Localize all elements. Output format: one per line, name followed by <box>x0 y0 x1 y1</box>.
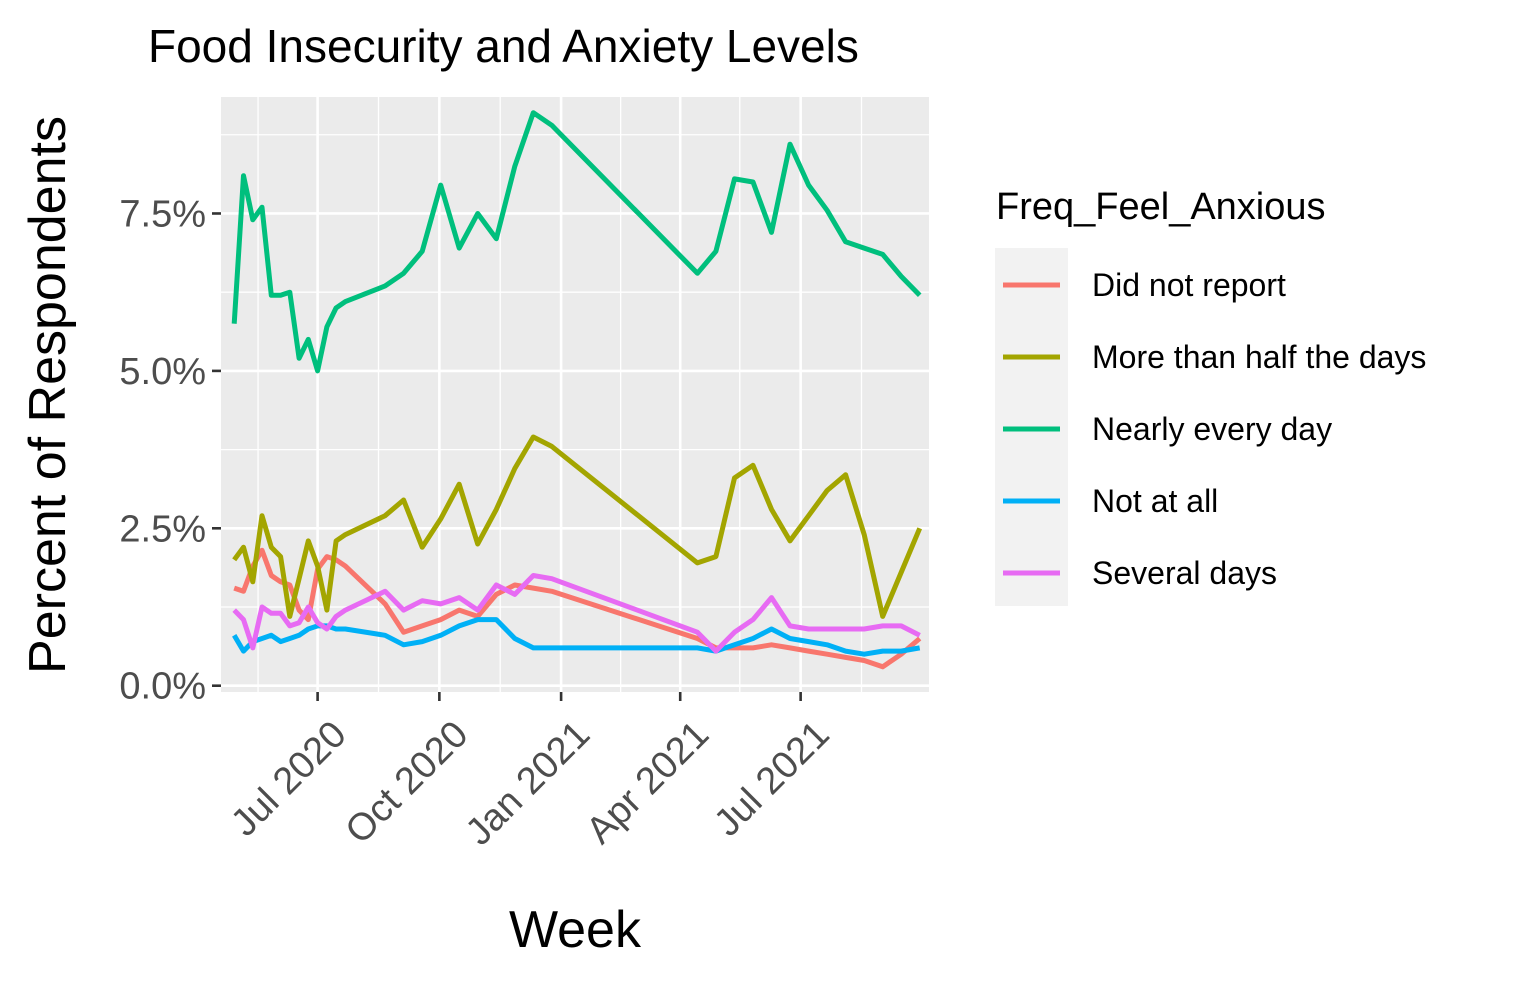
y-tick-labels: 0.0% 2.5% 5.0% 7.5% <box>119 193 206 707</box>
x-tick-label: Jan 2021 <box>458 713 598 853</box>
x-tick-label: Jul 2020 <box>223 713 354 844</box>
y-tick-label: 7.5% <box>119 193 206 235</box>
legend: Freq_Feel_Anxious Did not report More tha… <box>995 186 1426 606</box>
legend-label-more-than-half-the-days: More than half the days <box>1092 339 1426 375</box>
y-tick-label: 5.0% <box>119 351 206 393</box>
x-tick-label: Oct 2020 <box>338 713 477 852</box>
y-tick-label: 0.0% <box>119 666 206 708</box>
chart-title: Food Insecurity and Anxiety Levels <box>148 20 859 72</box>
legend-label-several-days: Several days <box>1092 555 1277 591</box>
series-line-nearly-every-day <box>231 110 922 374</box>
series-line-did-not-report <box>233 547 922 670</box>
series-line-more-than-half-the-days <box>232 434 923 619</box>
legend-label-not-at-all: Not at all <box>1092 483 1218 519</box>
x-tick-label: Jul 2021 <box>706 713 837 844</box>
legend-title: Freq_Feel_Anxious <box>996 186 1326 228</box>
plot-panel <box>221 97 929 692</box>
legend-label-nearly-every-day: Nearly every day <box>1092 411 1332 447</box>
axis-ticks <box>212 212 802 701</box>
series-line-several-days <box>232 573 921 654</box>
x-tick-label: Apr 2021 <box>578 713 717 852</box>
legend-label-did-not-report: Did not report <box>1092 267 1286 303</box>
series-line-not-at-all <box>232 617 921 657</box>
x-axis-title: Week <box>509 901 642 959</box>
y-axis-title: Percent of Respondents <box>19 116 77 674</box>
y-tick-label: 2.5% <box>119 508 206 550</box>
legend-items: Did not report More than half the days Nea… <box>1003 267 1426 591</box>
series-lines <box>231 110 923 670</box>
